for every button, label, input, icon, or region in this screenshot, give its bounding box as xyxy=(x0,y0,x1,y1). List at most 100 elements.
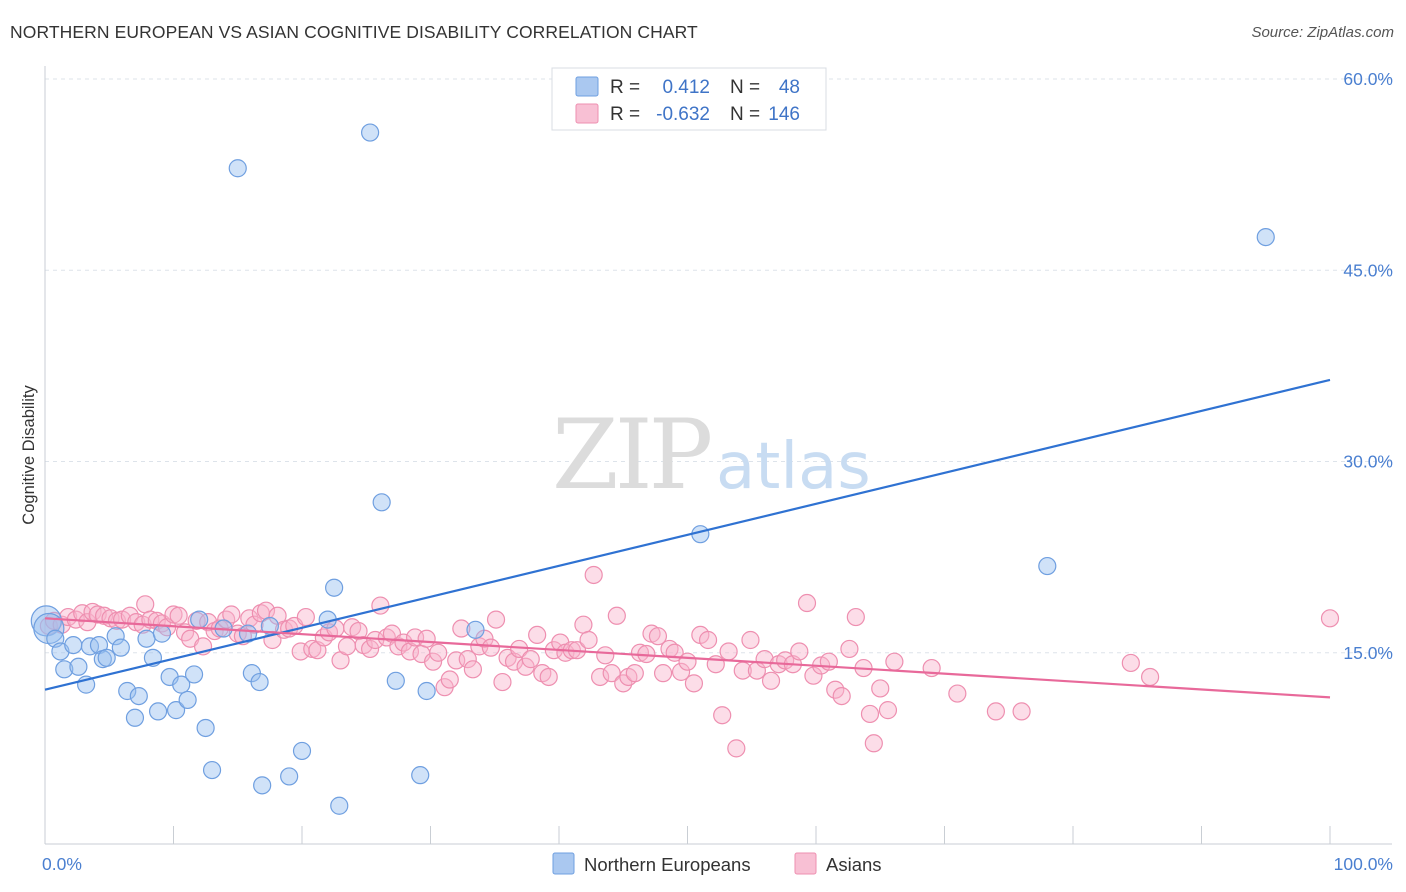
stats-legend-swatch-blue xyxy=(575,76,599,97)
stats-legend-n-value: 48 xyxy=(779,77,800,98)
stats-legend-n-label: N = xyxy=(730,104,760,125)
asians-point xyxy=(486,610,506,629)
asians-point xyxy=(400,642,420,661)
asians-point xyxy=(136,595,155,614)
northern-europeans-point xyxy=(196,718,215,738)
northern-europeans-point xyxy=(152,624,172,643)
northern-europeans-point xyxy=(325,578,344,597)
northern-europeans-point xyxy=(55,660,74,679)
asians-point xyxy=(481,638,500,657)
axes xyxy=(44,66,1392,845)
northern-europeans-point xyxy=(106,627,125,646)
y-axis-title: Cognitive Disability xyxy=(20,385,38,525)
series-legend: Northern Europeans Asians xyxy=(552,852,882,875)
northern-europeans-point xyxy=(129,686,148,706)
asians-point xyxy=(678,652,697,671)
northern-europeans-point xyxy=(411,766,430,785)
northern-europeans-point xyxy=(228,159,247,178)
northern-europeans-point xyxy=(250,672,269,692)
asians-point xyxy=(463,660,483,679)
asians-point xyxy=(361,639,380,659)
asians-point xyxy=(885,652,904,671)
series-legend-swatch-northern xyxy=(552,852,575,875)
stats-legend-swatch-pink xyxy=(575,103,599,124)
asians-point xyxy=(596,646,615,665)
asians-point xyxy=(591,667,610,687)
northern-europeans-point xyxy=(386,671,405,690)
x-tick-label: 100.0% xyxy=(1334,854,1393,874)
northern-europeans-point xyxy=(372,493,391,512)
stats-legend-r-value: -0.632 xyxy=(656,104,710,125)
asians-point xyxy=(1320,609,1340,628)
y-tick-label: 15.0% xyxy=(1343,643,1393,663)
asians-point xyxy=(256,601,276,620)
asians-point xyxy=(574,615,593,634)
asians-point xyxy=(684,674,704,693)
asians-point xyxy=(948,684,967,703)
series-legend-asians: Asians xyxy=(826,854,882,875)
northern-europeans-point xyxy=(253,776,272,795)
source-label: Source: ZipAtlas.com xyxy=(1251,24,1394,41)
asians-point xyxy=(832,686,851,706)
asians-point xyxy=(245,615,264,634)
asians-point xyxy=(579,630,598,650)
trend-lines xyxy=(44,378,1331,699)
northern-europeans-point xyxy=(178,690,197,710)
asians-point xyxy=(846,607,865,627)
asians-point xyxy=(1140,667,1160,687)
asians-point xyxy=(417,629,436,648)
northern-europeans-points xyxy=(30,123,1275,815)
stats-legend-r-label: R = xyxy=(610,104,640,125)
northern-europeans-trend-line xyxy=(44,378,1331,691)
asians-point xyxy=(671,662,691,681)
asians-point xyxy=(727,739,746,758)
asians-point xyxy=(528,625,547,645)
northern-europeans-point xyxy=(280,767,299,786)
asians-point xyxy=(698,630,718,650)
asians-point xyxy=(878,701,898,720)
asians-point xyxy=(296,607,315,627)
asians-point xyxy=(625,664,644,683)
asians-point xyxy=(452,619,471,638)
stats-legend-r-value: 0.412 xyxy=(662,77,710,98)
asians-point xyxy=(1121,653,1140,673)
asians-point xyxy=(719,642,738,661)
stats-legend-n-label: N = xyxy=(730,77,760,98)
asians-point xyxy=(607,606,626,625)
asians-point xyxy=(493,672,512,692)
asians-point xyxy=(761,671,781,690)
asians-point xyxy=(371,596,390,615)
asians-point xyxy=(584,565,603,585)
x-tick-labels: 0.0% 100.0% xyxy=(42,854,1393,874)
asians-point xyxy=(423,652,443,671)
asians-point xyxy=(741,630,760,650)
northern-europeans-point xyxy=(166,701,186,720)
watermark-atlas: atlas xyxy=(716,430,871,504)
asians-point xyxy=(394,633,413,652)
y-tick-label: 30.0% xyxy=(1343,452,1393,472)
northern-europeans-point xyxy=(361,123,380,142)
northern-europeans-point xyxy=(330,796,349,815)
asians-point xyxy=(653,664,673,683)
y-tick-label: 60.0% xyxy=(1343,69,1393,89)
asians-point xyxy=(860,704,880,724)
stats-legend-r-label: R = xyxy=(610,77,640,98)
series-legend-swatch-asians xyxy=(794,852,817,875)
watermark: ZIP atlas xyxy=(552,399,871,511)
northern-europeans-point xyxy=(137,629,156,648)
stats-legend: R = 0.412 N = 48 R = -0.632 N = 146 xyxy=(551,67,827,131)
y-tick-label: 45.0% xyxy=(1343,260,1393,280)
northern-europeans-point xyxy=(111,638,130,657)
northern-europeans-point xyxy=(184,665,204,684)
asians-trend-line xyxy=(44,617,1331,699)
watermark-zip: ZIP xyxy=(552,399,711,511)
northern-europeans-point xyxy=(417,681,436,701)
asians-point xyxy=(804,666,823,685)
asians-point xyxy=(222,605,241,624)
asians-point xyxy=(713,706,732,725)
chart-title: NORTHERN EUROPEAN VS ASIAN COGNITIVE DIS… xyxy=(10,22,698,42)
northern-europeans-point xyxy=(190,610,209,629)
y-tick-labels: 15.0% 30.0% 45.0% 60.0% xyxy=(1343,69,1393,663)
northern-europeans-point xyxy=(97,648,116,667)
asians-point xyxy=(349,621,368,641)
